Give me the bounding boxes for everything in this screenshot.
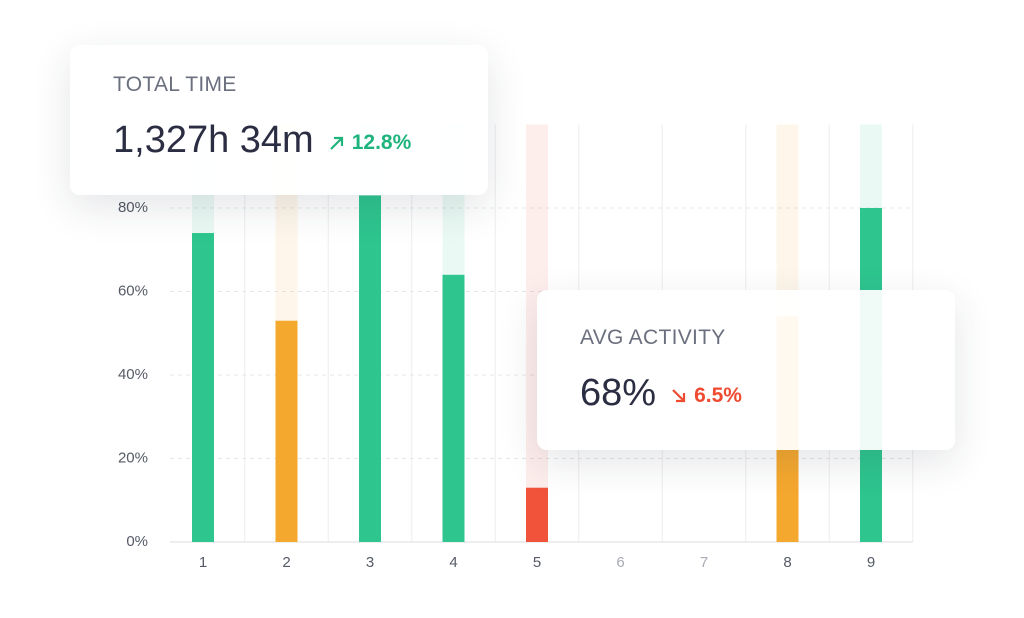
card-change-text: 6.5% <box>694 384 742 407</box>
arrow-up-icon <box>329 136 343 150</box>
bar <box>442 274 465 542</box>
bar <box>526 487 548 542</box>
card-value: 1,327h 34m <box>113 119 314 161</box>
x-tick-label: 8 <box>783 554 791 571</box>
total-time-card: TOTAL TIME 1,327h 34m 12.8% <box>70 45 488 195</box>
y-tick-label: 80% <box>118 199 148 216</box>
y-tick-label: 0% <box>126 533 148 550</box>
x-tick-label: 6 <box>616 554 624 571</box>
card-value: 68% <box>580 372 657 414</box>
arrow-down-icon <box>672 389 686 403</box>
x-tick-label: 1 <box>199 554 207 571</box>
card-change-text: 12.8% <box>351 131 412 154</box>
bar <box>359 195 381 542</box>
x-tick-label: 9 <box>867 554 875 571</box>
card-label: AVG ACTIVITY <box>580 326 726 349</box>
x-tick-label: 4 <box>449 554 457 571</box>
y-tick-label: 40% <box>118 366 148 383</box>
card-change: 12.8% <box>328 131 412 155</box>
avg-activity-card: AVG ACTIVITY 68% 6.5% <box>537 290 955 450</box>
bar <box>192 233 214 543</box>
card-label: TOTAL TIME <box>113 73 237 96</box>
y-tick-label: 20% <box>118 449 148 466</box>
x-tick-label: 5 <box>533 554 541 571</box>
x-tick-label: 7 <box>700 554 708 571</box>
x-tick-label: 2 <box>282 554 290 571</box>
x-tick-label: 3 <box>366 554 374 571</box>
card-change: 6.5% <box>670 384 742 408</box>
y-tick-label: 60% <box>118 282 148 299</box>
bar <box>275 320 298 542</box>
